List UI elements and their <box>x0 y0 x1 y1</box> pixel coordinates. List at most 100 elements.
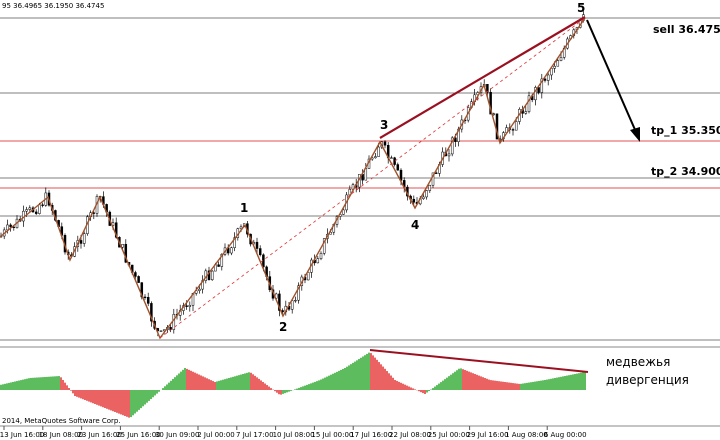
osc-bar <box>276 390 278 393</box>
osc-bar <box>344 368 346 390</box>
osc-bar <box>580 372 582 390</box>
osc-bar <box>484 378 486 390</box>
candle-body <box>425 190 428 198</box>
osc-bar <box>150 390 152 400</box>
x-tick-label: 15 Jul 00:00 <box>311 431 353 439</box>
osc-bar <box>86 390 88 401</box>
osc-bar <box>188 369 190 390</box>
x-tick-label: 10 Jul 08:00 <box>273 431 315 439</box>
osc-bar <box>196 373 198 390</box>
candle-body <box>198 288 201 291</box>
osc-bar <box>90 390 92 403</box>
osc-bar <box>394 380 396 390</box>
osc-bar <box>56 376 58 390</box>
osc-bar <box>554 378 556 390</box>
candle-body <box>383 141 387 146</box>
osc-bar <box>32 377 34 390</box>
osc-bar <box>226 378 228 390</box>
x-tick-label: 29 Jul 16:00 <box>467 431 509 439</box>
osc-bar <box>294 389 296 390</box>
osc-bar <box>470 372 472 390</box>
osc-bar <box>442 380 444 390</box>
wave-label: 1 <box>240 201 248 215</box>
osc-bar <box>248 372 250 390</box>
candle-body <box>511 129 515 131</box>
candle-body <box>143 296 147 299</box>
osc-bar <box>556 377 558 390</box>
osc-bar <box>262 381 264 390</box>
osc-bar <box>300 387 302 390</box>
osc-bar <box>348 365 350 390</box>
osc-bar <box>80 390 82 399</box>
osc-bar <box>50 376 52 390</box>
osc-bar <box>446 377 448 390</box>
osc-bar <box>190 370 192 390</box>
osc-bar <box>516 383 518 390</box>
osc-bar <box>204 377 206 390</box>
osc-bar <box>200 375 202 390</box>
level-label: sell 36.4750 <box>653 23 720 36</box>
x-tick-label: 23 Jun 16:00 <box>77 431 121 439</box>
osc-bar <box>524 383 526 390</box>
osc-bar <box>162 388 164 390</box>
candle-body <box>217 264 220 267</box>
osc-bar <box>512 383 514 390</box>
osc-bar <box>108 390 110 410</box>
osc-bar <box>192 371 194 390</box>
osc-bar <box>476 374 478 390</box>
osc-bar <box>508 382 510 390</box>
x-tick-label: 6 Aug 00:00 <box>544 431 587 439</box>
osc-bar <box>132 390 134 416</box>
osc-bar <box>360 357 362 390</box>
candle-body <box>146 297 150 304</box>
osc-bar <box>376 359 378 390</box>
osc-bar <box>372 355 374 390</box>
osc-bar <box>202 376 204 390</box>
candle-body <box>390 157 393 159</box>
osc-bar <box>156 390 158 394</box>
osc-bar <box>144 390 146 405</box>
candle-body <box>255 241 259 249</box>
osc-bar <box>118 390 120 414</box>
osc-bar <box>280 390 282 395</box>
x-tick-label: 1 Aug 08:00 <box>505 431 548 439</box>
osc-bar <box>310 383 312 390</box>
osc-bar <box>102 390 104 408</box>
osc-bar <box>402 383 404 390</box>
osc-bar <box>322 378 324 390</box>
candle-body <box>185 305 188 307</box>
osc-bar <box>98 390 100 406</box>
osc-bar <box>282 390 284 394</box>
osc-bar <box>72 390 74 394</box>
osc-bar <box>164 386 166 390</box>
osc-bar <box>384 368 386 390</box>
osc-bar <box>38 377 40 390</box>
osc-bar <box>386 371 388 390</box>
x-tick-label: 17 Jul 16:00 <box>350 431 392 439</box>
x-tick-label: 2 Jul 00:00 <box>197 431 235 439</box>
candle-body <box>121 244 124 248</box>
copyright: 2014, MetaQuotes Software Corp. <box>2 417 121 425</box>
level-label: tp_2 34.9000 <box>651 165 720 178</box>
candle-body <box>188 304 192 307</box>
osc-bar <box>548 379 550 390</box>
osc-bar <box>112 390 114 412</box>
osc-bar <box>342 368 344 390</box>
osc-bar <box>404 384 406 390</box>
osc-bar <box>210 380 212 390</box>
osc-bar <box>440 382 442 390</box>
osc-bar <box>542 380 544 390</box>
osc-bar <box>492 380 494 390</box>
osc-bar <box>76 390 78 397</box>
candle-body <box>393 157 396 165</box>
candles <box>0 11 585 337</box>
osc-bar <box>490 380 492 390</box>
osc-bar <box>448 376 450 390</box>
osc-bar <box>482 377 484 390</box>
osc-bar <box>578 373 580 390</box>
osc-bar <box>142 390 144 407</box>
divergence-line-osc <box>369 349 589 373</box>
candle-body <box>422 196 425 199</box>
candle-body <box>150 303 153 322</box>
candle-body <box>514 121 518 131</box>
